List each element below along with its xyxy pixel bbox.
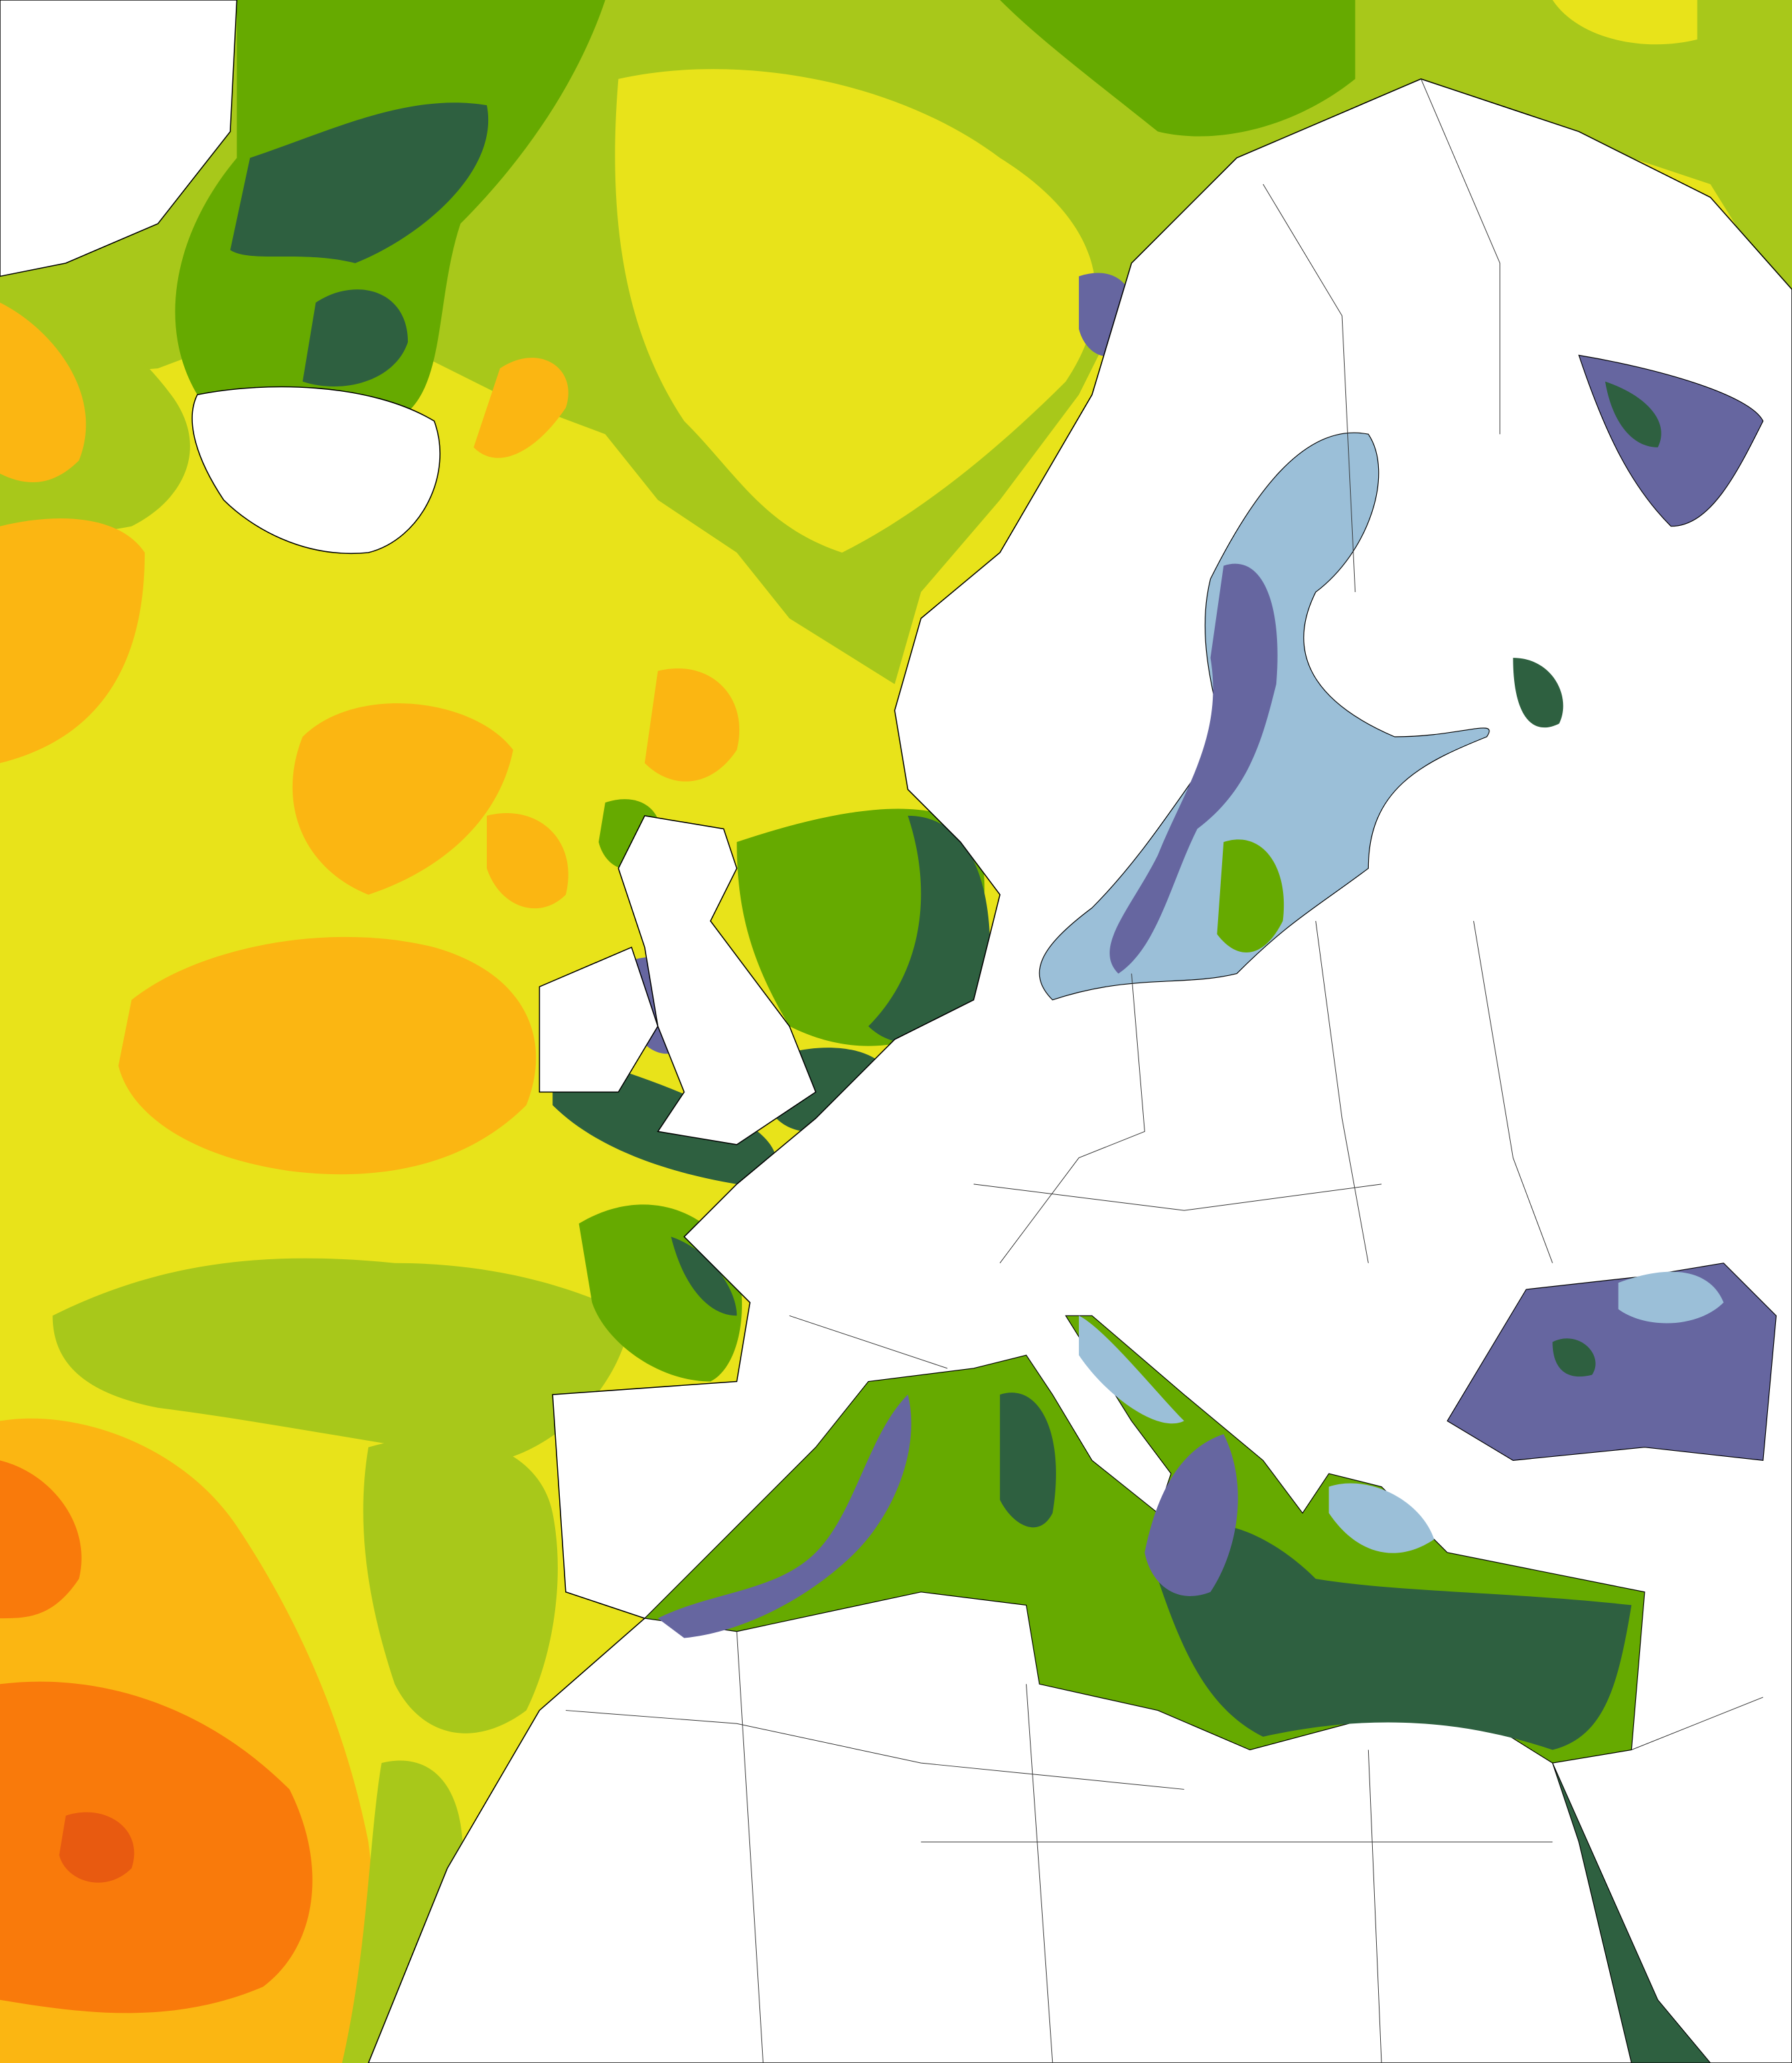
sea-zone [1329,1483,1434,1553]
sea-zone [868,815,990,1044]
sea-zone [0,302,86,483]
sea-zone [1157,1523,1632,1750]
sea-zone [1000,0,1355,137]
sea-zone [1079,1315,1185,1424]
sea-zone [658,1395,911,1638]
sea-zone [1605,381,1661,447]
sea-zone [118,936,536,1175]
sea-zone [1000,1393,1056,1528]
sea-zone [615,69,1096,553]
sea-zone [1552,0,1698,45]
sea-zone [342,1760,463,2063]
land [192,386,441,554]
country-border [565,78,1763,2063]
land [0,0,238,277]
sea-zone [363,1437,558,1733]
sea-zone [671,1236,737,1316]
sea-zone [1552,1762,1711,2063]
land [617,814,817,1145]
sea-zone [302,289,408,387]
sea-zone [1217,839,1284,953]
sea-zone [292,703,514,895]
sea-zone [59,1812,135,1883]
sea-zone [486,813,569,909]
sea-zone [1618,1271,1724,1324]
sea-zone [0,518,145,764]
sea-zone [1552,1338,1596,1377]
sea-zone [0,1460,82,1619]
sea-zone [1144,1434,1238,1596]
sea-zone [230,102,489,263]
land [538,946,659,1093]
sea-zone [1110,563,1278,974]
sea-zone [52,1258,632,1461]
sea-zone [1513,658,1564,728]
sea-zone [644,668,740,782]
sea-zone [0,1681,313,2013]
sea-zone [473,358,569,458]
